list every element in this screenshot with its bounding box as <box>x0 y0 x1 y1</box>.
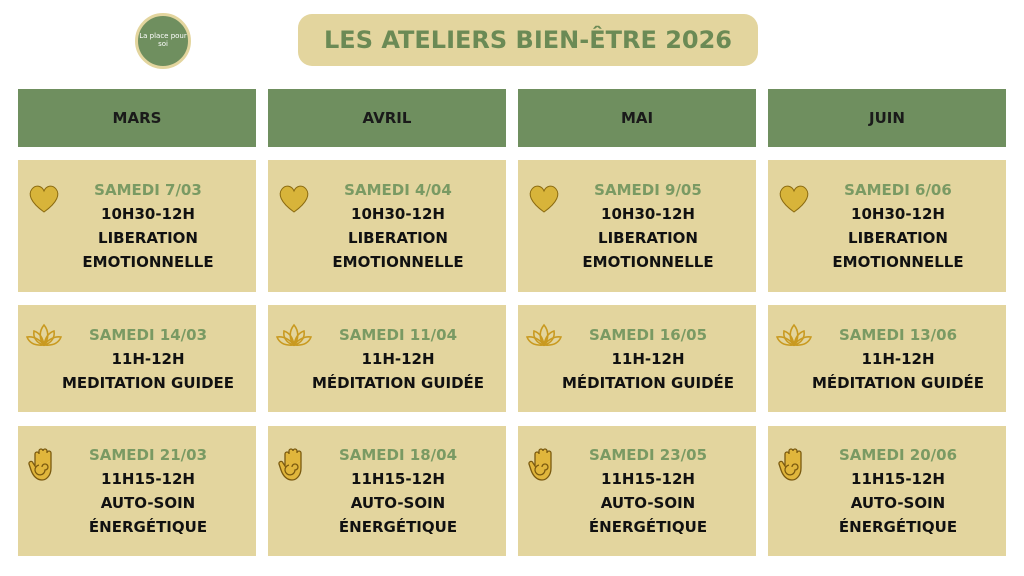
time: 11H15-12H <box>601 470 695 488</box>
activity: EMOTIONNELLE <box>82 253 214 271</box>
activity: AUTO-SOIN <box>850 494 946 512</box>
date: SAMEDI 16/05 <box>588 325 708 344</box>
activity: AUTO-SOIN <box>350 494 446 512</box>
icon <box>28 448 52 481</box>
date: SAMEDI 20/06 <box>838 446 958 464</box>
time: 11H15-12H <box>851 470 945 488</box>
activity: AUTO-SOIN <box>100 494 196 512</box>
schedule-cell: SAMEDI 20/06 11H15-12H AUTO-SOIN ÉNERGÉTIQU… <box>768 426 1006 556</box>
date: SAMEDI 23/05 <box>588 446 708 464</box>
date: SAMEDI 9/05 <box>594 181 702 199</box>
icon <box>779 185 809 213</box>
time: 10H30-12H <box>101 205 195 223</box>
schedule-cell: SAMEDI 11/04 11H-12H MÉDITATION GUIDÉE <box>268 305 506 412</box>
activity: ÉNERGÉTIQUE <box>838 518 958 536</box>
date: SAMEDI 11/04 <box>338 325 458 344</box>
schedule-cell: SAMEDI 21/03 11H15-12H AUTO-SOIN ÉNERGÉTIQU… <box>18 426 256 556</box>
activity: EMOTIONNELLE <box>832 253 964 271</box>
date: SAMEDI 21/03 <box>88 446 208 464</box>
activity: AUTO-SOIN <box>600 494 696 512</box>
column-header: AVRIL <box>268 89 506 147</box>
time: 10H30-12H <box>601 205 695 223</box>
activity: ÉNERGÉTIQUE <box>338 518 458 536</box>
activity: LIBERATION <box>848 229 948 247</box>
activity: ÉNERGÉTIQUE <box>88 518 208 536</box>
column-header: JUIN <box>768 89 1006 147</box>
activity: MÉDITATION GUIDÉE <box>561 373 735 392</box>
time: 11H15-12H <box>101 470 195 488</box>
activity: LIBERATION <box>348 229 448 247</box>
activity: LIBERATION <box>98 229 198 247</box>
activity: MEDITATION GUIDEE <box>61 373 235 392</box>
schedule-cell: SAMEDI 23/05 11H15-12H AUTO-SOIN ÉNERGÉTIQU… <box>518 426 756 556</box>
time: 11H15-12H <box>351 470 445 488</box>
activity: MÉDITATION GUIDÉE <box>811 373 985 392</box>
time: 11H-12H <box>861 349 935 368</box>
date: SAMEDI 13/06 <box>838 325 958 344</box>
date: SAMEDI 14/03 <box>88 325 208 344</box>
icon <box>529 185 559 213</box>
activity: MÉDITATION GUIDÉE <box>311 373 485 392</box>
schedule-cell: SAMEDI 18/04 11H15-12H AUTO-SOIN ÉNERGÉTIQU… <box>268 426 506 556</box>
activity: EMOTIONNELLE <box>582 253 714 271</box>
schedule-cell: SAMEDI 7/03 10H30-12H LIBERATION EMOTIONNEL… <box>18 160 256 292</box>
schedule-cell: SAMEDI 6/06 10H30-12H LIBERATION EMOTIONNEL… <box>768 160 1006 292</box>
activity: EMOTIONNELLE <box>332 253 464 271</box>
schedule-cell: SAMEDI 13/06 11H-12H MÉDITATION GUIDÉE <box>768 305 1006 412</box>
date: SAMEDI 4/04 <box>344 181 452 199</box>
icon <box>279 185 309 213</box>
schedule-cell: SAMEDI 16/05 11H-12H MÉDITATION GUIDÉE <box>518 305 756 412</box>
icon <box>26 323 62 347</box>
time: 10H30-12H <box>851 205 945 223</box>
date: SAMEDI 7/03 <box>94 181 202 199</box>
column-header: MAI <box>518 89 756 147</box>
date: SAMEDI 6/06 <box>844 181 952 199</box>
icon <box>526 323 562 347</box>
icon <box>778 448 802 481</box>
activity: LIBERATION <box>598 229 698 247</box>
icon <box>776 323 812 347</box>
time: 11H-12H <box>361 349 435 368</box>
time: 11H-12H <box>111 349 185 368</box>
icon <box>278 448 302 481</box>
logo: La place pour soi <box>135 13 191 69</box>
activity: ÉNERGÉTIQUE <box>588 518 708 536</box>
date: SAMEDI 18/04 <box>338 446 458 464</box>
icon <box>29 185 59 213</box>
schedule-cell: SAMEDI 14/03 11H-12H MEDITATION GUIDEE <box>18 305 256 412</box>
icon <box>276 323 312 347</box>
schedule-cell: SAMEDI 9/05 10H30-12H LIBERATION EMOTIONNEL… <box>518 160 756 292</box>
title: LES ATELIERS BIEN-ÊTRE 2026 <box>298 14 758 66</box>
icon <box>528 448 552 481</box>
time: 11H-12H <box>611 349 685 368</box>
schedule-cell: SAMEDI 4/04 10H30-12H LIBERATION EMOTIONNEL… <box>268 160 506 292</box>
column-header: MARS <box>18 89 256 147</box>
time: 10H30-12H <box>351 205 445 223</box>
